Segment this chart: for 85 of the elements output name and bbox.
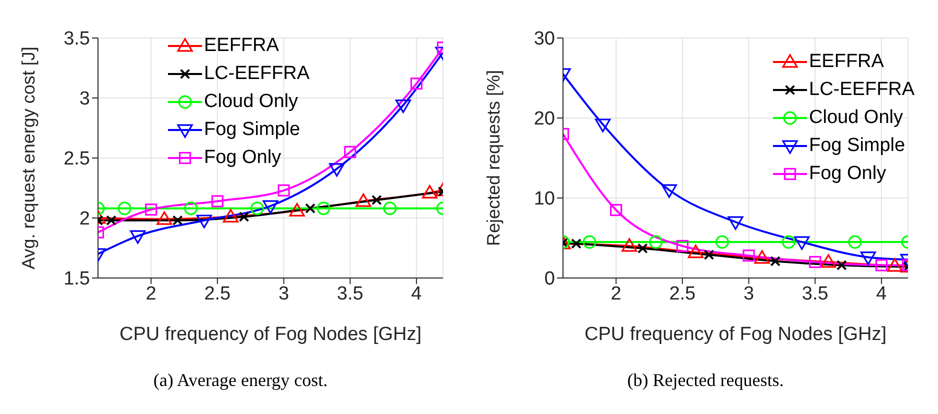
- legend-label: Fog Only: [204, 146, 282, 170]
- legend-label: EEFFRA: [809, 50, 884, 74]
- x-tick-label: 3: [278, 283, 290, 304]
- point: [305, 203, 316, 214]
- x-tick-label: 3.5: [802, 283, 828, 304]
- legend-label: LC-EEFFRA: [809, 78, 915, 102]
- y-tick-label: 0: [544, 268, 555, 290]
- x-tick-label: 3.5: [336, 283, 364, 304]
- point: [848, 235, 862, 249]
- point: [156, 211, 172, 225]
- point: [278, 184, 290, 196]
- y-tick-label: 30: [534, 28, 555, 50]
- y-tick-label: 1.5: [64, 268, 90, 290]
- point: [875, 259, 888, 272]
- y-tick-label: 3: [79, 88, 90, 110]
- point: [637, 243, 648, 254]
- x-tick-label: 4: [876, 283, 888, 304]
- legend-label: EEFFRA: [204, 34, 279, 58]
- legend-label: Fog Simple: [809, 134, 906, 158]
- legend-label: LC-EEFFRA: [204, 62, 310, 86]
- point: [661, 184, 677, 198]
- point: [395, 100, 411, 113]
- point: [820, 254, 836, 268]
- point: [130, 230, 146, 244]
- y-tick-label: 3.5: [64, 28, 90, 50]
- point: [250, 202, 264, 216]
- point: [172, 215, 183, 226]
- point: [886, 258, 903, 272]
- point: [106, 215, 116, 226]
- point: [676, 240, 688, 252]
- point: [356, 193, 372, 207]
- legend-label: Cloud Only: [204, 90, 298, 114]
- x-tick-label: 4: [411, 283, 422, 304]
- y-axis-title: Avg. request energy cost [J]: [18, 46, 38, 270]
- legend-label: Fog Only: [809, 162, 886, 186]
- point: [809, 256, 822, 268]
- point: [715, 235, 729, 249]
- point: [649, 235, 663, 249]
- text: (b) Rejected requests.: [626, 370, 785, 391]
- x-tick-label: 2: [146, 283, 156, 304]
- point: [289, 203, 305, 216]
- x-tick-label: 2.5: [204, 283, 231, 304]
- point: [595, 118, 611, 132]
- legend-label: Cloud Only: [809, 106, 903, 130]
- text: (a) Average energy cost.: [152, 370, 329, 391]
- point: [383, 202, 397, 216]
- point: [371, 194, 382, 206]
- y-tick-label: 2.5: [64, 148, 90, 170]
- point: [344, 146, 356, 158]
- point: [688, 244, 704, 258]
- point: [316, 202, 330, 216]
- point: [836, 260, 847, 270]
- point: [184, 202, 198, 216]
- point: [742, 250, 755, 262]
- legend-label: Fog Simple: [204, 118, 300, 142]
- x-axis-title: CPU frequency of Fog Nodes [GHz]: [584, 324, 887, 345]
- point: [422, 185, 438, 198]
- point: [118, 202, 132, 216]
- x-tick-label: 2.5: [669, 283, 696, 304]
- point: [622, 238, 638, 252]
- y-tick-label: 2: [79, 208, 90, 230]
- point: [770, 256, 781, 266]
- y-axis-title: Rejected requests [%]: [483, 70, 504, 246]
- point: [794, 236, 810, 250]
- point: [262, 200, 278, 214]
- point: [754, 250, 770, 264]
- point: [860, 252, 876, 265]
- point: [782, 235, 796, 249]
- x-tick-label: 3: [743, 283, 754, 304]
- point: [410, 78, 423, 90]
- x-tick-label: 2: [610, 283, 622, 304]
- point: [582, 235, 596, 249]
- point: [196, 214, 212, 228]
- point: [238, 212, 250, 222]
- point: [610, 204, 622, 216]
- y-tick-label: 10: [534, 188, 555, 210]
- y-tick-label: 20: [534, 108, 555, 130]
- point: [211, 195, 224, 208]
- point: [704, 250, 714, 260]
- point: [728, 216, 744, 230]
- x-axis-title: CPU frequency of Fog Nodes [GHz]: [119, 324, 422, 345]
- point: [145, 204, 158, 216]
- point: [571, 238, 582, 249]
- point: [329, 163, 345, 177]
- point: [222, 209, 238, 222]
